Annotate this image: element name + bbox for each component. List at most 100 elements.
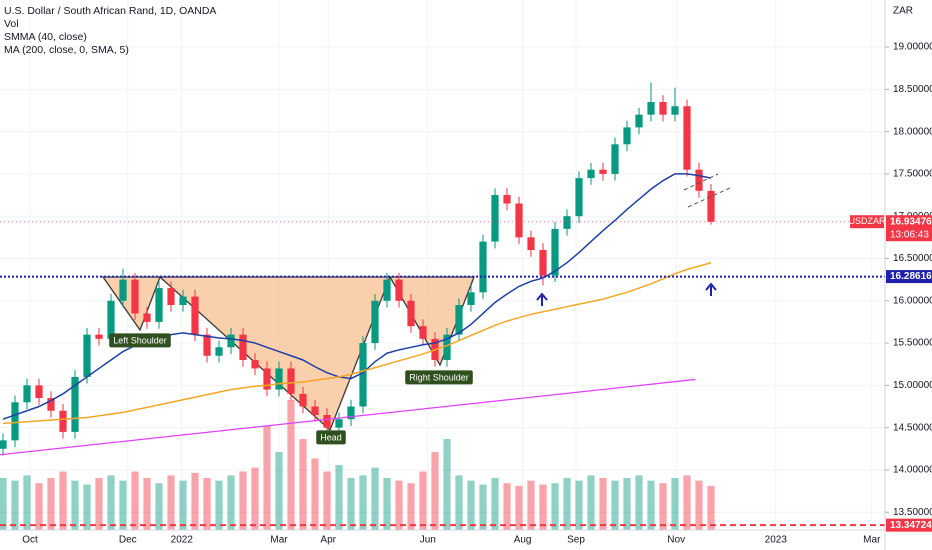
annotation: Right Shoulder (405, 370, 473, 385)
x-tick-label: Apr (320, 535, 336, 546)
volume-bar (419, 471, 427, 530)
y-tick-label: 16.00000 (893, 295, 932, 306)
y-tick-label: 14.00000 (893, 465, 932, 476)
volume-bar (515, 485, 523, 530)
candle-body (455, 305, 463, 335)
indicator-label: SMMA (40, close) (4, 31, 87, 43)
volume-bar (155, 483, 163, 530)
candle-body (563, 216, 571, 229)
volume-bar (371, 467, 379, 530)
candle-body (539, 250, 547, 276)
candle-body (347, 406, 355, 420)
candle-body (443, 334, 451, 360)
volume-bar (311, 458, 319, 530)
annotation-label: Left Shoulder (113, 335, 167, 345)
candle-body (515, 203, 523, 238)
x-tick-label: 2022 (171, 535, 194, 546)
volume-bar (35, 483, 43, 530)
candle-body (599, 169, 607, 174)
volume-bar (239, 471, 247, 530)
volume-bar (275, 452, 283, 530)
volume-bar (431, 452, 439, 530)
volume-bar (587, 475, 595, 530)
volume-bar (695, 480, 703, 530)
candle-body (359, 343, 367, 407)
candle-body (155, 288, 163, 322)
volume-bar (707, 485, 715, 530)
candle-body (83, 334, 91, 377)
candle-body (311, 406, 319, 415)
indicator-label: MA (200, close, 0, SMA, 5) (4, 44, 129, 56)
candle-body (323, 414, 331, 428)
y-tick-label: 13.50000 (893, 507, 932, 518)
price-axis (885, 0, 932, 530)
candle-body (287, 368, 295, 394)
volume-bar (491, 478, 499, 530)
price-tag-label: 16.93476 (890, 216, 932, 227)
volume-bar (611, 480, 619, 530)
volume-bar (623, 478, 631, 530)
y-tick-label: 16.50000 (893, 253, 932, 264)
candle-body (683, 106, 691, 170)
candle-body (23, 385, 31, 403)
moving-average-line (2, 261, 712, 425)
candle-body (119, 279, 127, 301)
volume-bar (251, 467, 259, 530)
candle-body (263, 368, 271, 390)
candle-body (299, 393, 307, 407)
candle-body (71, 376, 79, 432)
arrow (705, 282, 717, 296)
trend-line (0, 378, 696, 456)
x-tick-label: Jun (420, 535, 436, 546)
arrow (536, 292, 548, 306)
y-tick-label: 15.00000 (893, 380, 932, 391)
volume-bar (287, 400, 295, 530)
price-tag-label: 13.34724 (890, 520, 932, 531)
candle-body (227, 334, 235, 348)
candle-body (419, 326, 427, 339)
price-tag (886, 215, 932, 242)
annotation-label: Right Shoulder (409, 372, 469, 382)
volume-bar (191, 472, 199, 530)
y-tick-label: 17.50000 (893, 169, 932, 180)
x-tick-label: Sep (567, 535, 585, 546)
candle-body (251, 359, 259, 369)
volume-bar (119, 480, 127, 530)
volume-bar (47, 478, 55, 530)
x-tick-label: Nov (667, 535, 685, 546)
candle-body (587, 169, 595, 179)
volume-bar (551, 483, 559, 530)
annotation-box (316, 430, 346, 445)
volume-bar (647, 480, 655, 530)
volume-label: Vol (4, 18, 19, 30)
candle-body (11, 402, 19, 441)
y-tick-label: 18.00000 (893, 126, 932, 137)
moving-average-line (2, 173, 712, 420)
candle-body (215, 347, 223, 356)
volume-bar (407, 483, 415, 530)
candle-body (611, 144, 619, 174)
volume-bar (23, 475, 31, 530)
volume-bar (659, 483, 667, 530)
volume-bar (335, 465, 343, 530)
volume-bar (131, 471, 139, 530)
candle-body (335, 419, 343, 428)
volume-bar (479, 484, 487, 530)
currency-label: ZAR (893, 6, 913, 17)
candle-body (275, 368, 283, 390)
candle-body (623, 127, 631, 145)
candle-body (203, 334, 211, 356)
candle-body (383, 279, 391, 301)
candle-body (371, 300, 379, 344)
volume-bar (215, 480, 223, 530)
candle-body (659, 102, 667, 115)
candle-body (527, 237, 535, 251)
volume-bar (179, 480, 187, 530)
volume-bar (227, 475, 235, 530)
price-tag (886, 270, 932, 284)
volume-bar (107, 475, 115, 530)
channel-line (687, 187, 731, 208)
annotation: Left Shoulder (109, 333, 171, 348)
symbol-tag (850, 215, 884, 229)
volume-bar (563, 478, 571, 530)
